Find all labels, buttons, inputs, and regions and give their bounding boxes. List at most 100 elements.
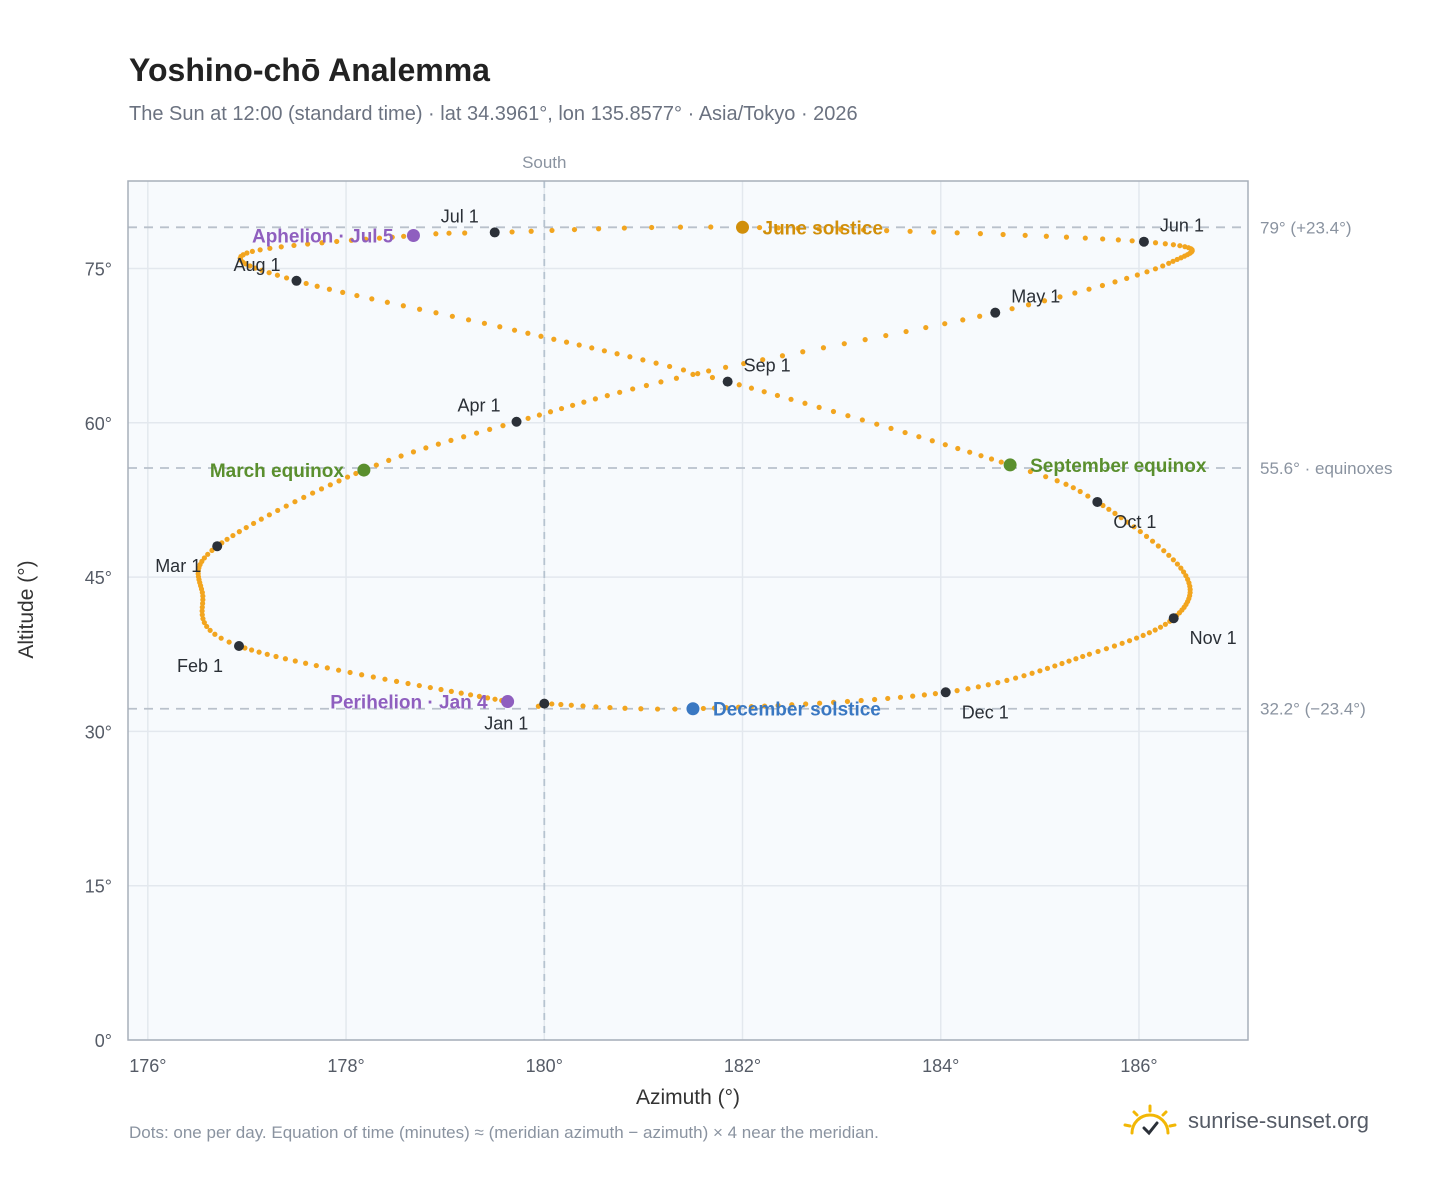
daily-dot bbox=[1115, 237, 1121, 243]
brand[interactable]: sunrise-sunset.org bbox=[1122, 1103, 1369, 1139]
daily-dot bbox=[1162, 241, 1168, 247]
daily-dot bbox=[1155, 543, 1161, 549]
daily-dot bbox=[243, 524, 249, 531]
x-axis-title: Azimuth (°) bbox=[636, 1086, 740, 1109]
daily-dot bbox=[549, 701, 555, 707]
chart-subtitle: The Sun at 12:00 (standard time) · lat 3… bbox=[129, 103, 858, 125]
daily-dot bbox=[653, 360, 659, 366]
daily-dot bbox=[838, 226, 844, 232]
daily-dot bbox=[525, 415, 531, 421]
daily-dot bbox=[1054, 478, 1060, 484]
daily-dot bbox=[212, 631, 218, 637]
event-label: December solstice bbox=[713, 700, 881, 721]
daily-dot bbox=[761, 389, 767, 395]
daily-dot bbox=[673, 375, 680, 381]
event-label: March equinox bbox=[210, 461, 345, 482]
chart-title: Yoshino-chō Analemma bbox=[129, 52, 490, 88]
daily-dot bbox=[859, 417, 865, 423]
daily-dot bbox=[709, 374, 716, 381]
daily-dot bbox=[1126, 638, 1133, 644]
daily-dot bbox=[902, 429, 908, 436]
daily-dot bbox=[384, 299, 390, 305]
daily-dot bbox=[199, 604, 205, 610]
daily-dot bbox=[423, 445, 429, 451]
daily-dot bbox=[224, 536, 230, 542]
month-label: Feb 1 bbox=[177, 656, 223, 676]
daily-dot bbox=[735, 704, 742, 710]
daily-dot bbox=[259, 267, 265, 273]
daily-dot bbox=[536, 412, 542, 418]
daily-dot bbox=[967, 449, 973, 455]
daily-dot bbox=[1137, 528, 1143, 535]
daily-dot bbox=[1152, 266, 1159, 272]
daily-dot bbox=[841, 341, 847, 347]
daily-dot bbox=[283, 503, 289, 509]
daily-dot bbox=[1085, 493, 1091, 499]
event-marker bbox=[357, 463, 371, 477]
daily-dot bbox=[199, 608, 205, 614]
daily-dot bbox=[708, 224, 714, 230]
daily-dot bbox=[500, 423, 506, 429]
daily-dot bbox=[400, 303, 406, 309]
daily-dot bbox=[427, 684, 433, 691]
daily-dot bbox=[264, 651, 270, 657]
daily-dot bbox=[1178, 565, 1184, 571]
daily-dot bbox=[817, 700, 823, 706]
daily-dot bbox=[711, 705, 718, 711]
brand-name: sunrise-sunset.org bbox=[1188, 1108, 1369, 1133]
daily-dot bbox=[1004, 677, 1010, 683]
daily-dot bbox=[706, 368, 712, 374]
daily-dot bbox=[1134, 272, 1140, 278]
daily-dot bbox=[649, 224, 655, 231]
daily-dot bbox=[1111, 643, 1118, 649]
daily-dot bbox=[199, 612, 205, 618]
daily-dot bbox=[596, 226, 602, 232]
month-marker bbox=[539, 698, 550, 709]
daily-dot bbox=[640, 357, 646, 363]
daily-dot bbox=[433, 310, 439, 316]
daily-dot bbox=[473, 430, 480, 436]
daily-dot bbox=[497, 324, 503, 330]
x-tick-label: 186° bbox=[1120, 1056, 1157, 1076]
daily-dot bbox=[393, 678, 400, 684]
daily-dot bbox=[1157, 624, 1164, 630]
daily-dot bbox=[1143, 533, 1150, 539]
daily-dot bbox=[621, 225, 627, 231]
daily-dot bbox=[955, 445, 961, 452]
daily-dot bbox=[327, 482, 333, 488]
daily-dot bbox=[816, 404, 822, 410]
daily-dot bbox=[978, 453, 984, 459]
event-markers: March equinox June solstice September equi… bbox=[210, 218, 1207, 720]
daily-dot bbox=[549, 227, 555, 234]
daily-dot bbox=[695, 371, 701, 377]
daily-dot bbox=[568, 702, 574, 708]
daily-dot bbox=[802, 400, 808, 406]
daily-dot bbox=[435, 441, 441, 447]
daily-dot bbox=[736, 382, 742, 388]
month-label: Mar 1 bbox=[155, 556, 201, 576]
daily-dot bbox=[910, 693, 916, 699]
month-marker bbox=[489, 227, 500, 238]
daily-dot bbox=[547, 409, 554, 415]
daily-dot bbox=[449, 313, 455, 319]
daily-dot bbox=[1044, 665, 1051, 671]
daily-dot bbox=[658, 379, 664, 385]
daily-dot bbox=[942, 442, 948, 448]
daily-dot bbox=[509, 229, 515, 235]
daily-dot bbox=[1041, 298, 1048, 304]
daily-dot bbox=[458, 690, 464, 696]
daily-dot bbox=[283, 275, 290, 281]
daily-dot bbox=[340, 289, 346, 295]
footnote: Dots: one per day. Equation of time (min… bbox=[129, 1123, 879, 1142]
daily-dot bbox=[324, 665, 330, 671]
daily-dot bbox=[416, 306, 423, 312]
daily-dot bbox=[1013, 675, 1019, 681]
daily-dot bbox=[690, 371, 696, 378]
daily-dot bbox=[923, 324, 929, 331]
daily-dot bbox=[1152, 627, 1158, 633]
daily-dot bbox=[448, 437, 454, 443]
daily-dot bbox=[1146, 630, 1152, 636]
daily-dot bbox=[672, 706, 678, 712]
daily-dot bbox=[845, 413, 851, 419]
